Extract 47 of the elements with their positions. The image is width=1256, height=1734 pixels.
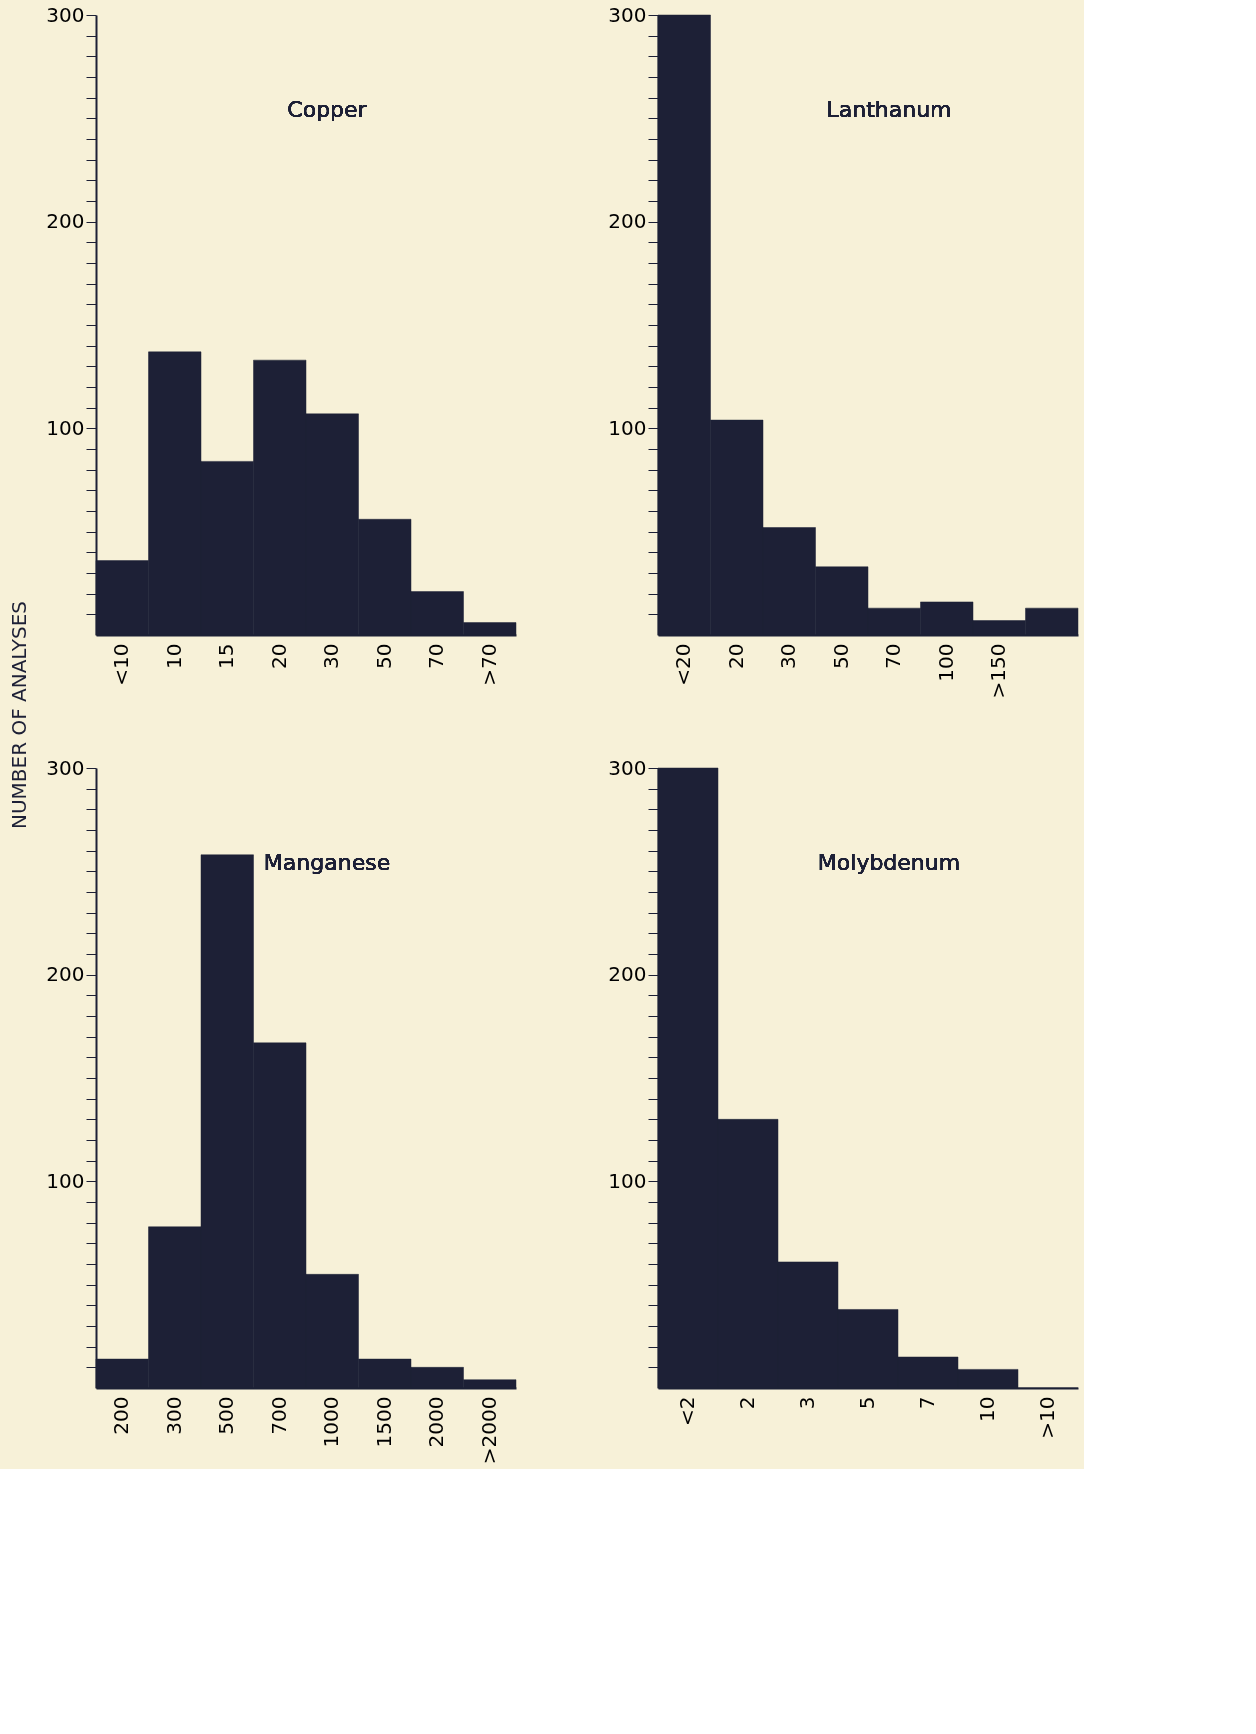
x-tick-label: >2000 — [476, 1396, 501, 1465]
x-tick-label: 1500 — [371, 1396, 396, 1448]
x-tick-label: <10 — [109, 643, 134, 686]
text: Lanthanum — [826, 97, 952, 122]
x-tick-label: >150 — [986, 643, 1011, 699]
y-tick-label: 200 — [46, 209, 85, 234]
text: Manganese — [263, 850, 391, 875]
x-tick-label: 10 — [161, 643, 186, 669]
text: Copper — [287, 97, 368, 122]
x-tick-label: 5 — [855, 1396, 879, 1410]
x-tick-label: 700 — [266, 1396, 291, 1435]
y-tick-label: 300 — [608, 755, 647, 780]
y-tick-label: 300 — [46, 755, 85, 780]
x-tick-label: 300 — [161, 1396, 186, 1435]
x-tick-label: 50 — [828, 643, 853, 669]
x-tick-label: 70 — [424, 643, 449, 669]
x-tick-label: 1000 — [319, 1396, 344, 1448]
y-tick-label: 100 — [608, 1168, 647, 1193]
x-tick-label: 15 — [214, 643, 239, 669]
y-tick-label: 300 — [608, 2, 647, 27]
x-tick-label: 30 — [319, 643, 344, 669]
x-tick-label: 7 — [915, 1396, 939, 1410]
x-tick-label: <20 — [671, 643, 696, 686]
y-tick-label: 200 — [608, 209, 647, 234]
y-tick-label: 100 — [608, 415, 647, 440]
x-tick-label: 70 — [881, 643, 906, 669]
x-tick-label: 500 — [214, 1396, 239, 1435]
x-tick-label: 100 — [933, 643, 958, 682]
text: Molybdenum — [817, 850, 961, 875]
x-tick-label: 200 — [109, 1396, 134, 1435]
y-axis-title: NUMBER OF ANALYSES — [7, 600, 31, 830]
x-tick-label: <2 — [675, 1396, 699, 1426]
x-tick-label: >10 — [1035, 1396, 1059, 1439]
y-tick-label: 200 — [46, 962, 85, 987]
x-tick-label: 2000 — [424, 1396, 449, 1448]
y-tick-label: 200 — [608, 962, 647, 987]
x-tick-label: 10 — [975, 1396, 999, 1422]
x-tick-label: 20 — [266, 643, 291, 669]
x-tick-label: 50 — [371, 643, 396, 669]
y-tick-label: 300 — [46, 2, 85, 27]
y-tick-label: 100 — [46, 1168, 85, 1193]
x-tick-label: 2 — [735, 1396, 759, 1410]
x-tick-label: 20 — [723, 643, 748, 669]
x-tick-label: >70 — [476, 643, 501, 686]
y-tick-label: 100 — [46, 415, 85, 440]
x-tick-label: 3 — [795, 1396, 819, 1410]
x-tick-label: 30 — [776, 643, 801, 669]
